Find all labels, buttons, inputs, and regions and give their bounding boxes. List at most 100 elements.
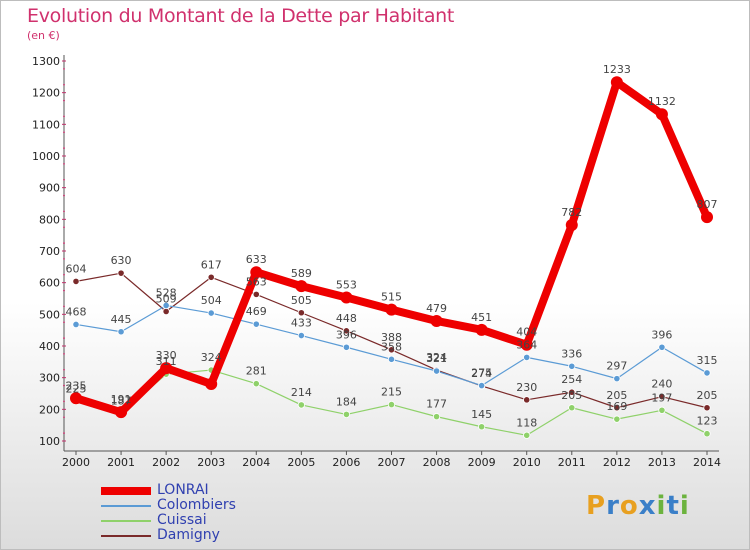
y-minor-tick bbox=[63, 163, 65, 165]
data-point-damigny bbox=[568, 388, 576, 396]
data-point-colombiers bbox=[162, 301, 170, 310]
data-point-colombiers bbox=[658, 343, 666, 351]
data-point-lonrai bbox=[610, 76, 623, 89]
proxiti-logo: Proxiti bbox=[586, 491, 690, 521]
data-point-lonrai bbox=[340, 291, 353, 304]
y-minor-tick bbox=[63, 416, 65, 419]
y-tick-label: 400 bbox=[39, 340, 60, 353]
y-tick-label: 700 bbox=[39, 245, 60, 258]
data-label-cuissai: 311 bbox=[156, 355, 177, 368]
legend-swatch bbox=[101, 487, 151, 495]
data-point-colombiers bbox=[342, 343, 351, 351]
data-label-damigny: 205 bbox=[697, 389, 718, 402]
data-label-lonrai: 553 bbox=[336, 279, 357, 292]
data-label-damigny: 388 bbox=[381, 331, 402, 344]
y-tick-label: 500 bbox=[39, 308, 60, 321]
y-minor-tick bbox=[63, 337, 65, 339]
data-point-colombiers bbox=[252, 320, 260, 328]
y-tick-label: 1200 bbox=[32, 87, 60, 100]
data-label-lonrai: 479 bbox=[426, 302, 447, 315]
data-point-damigny bbox=[613, 404, 621, 412]
x-tick-label: 2003 bbox=[197, 456, 225, 469]
y-minor-tick bbox=[63, 242, 65, 244]
data-label-colombiers: 528 bbox=[156, 286, 177, 299]
data-point-colombiers bbox=[613, 375, 621, 383]
data-label-colombiers: 504 bbox=[201, 294, 222, 307]
y-minor-tick bbox=[63, 321, 65, 324]
x-tick-label: 2009 bbox=[468, 456, 496, 469]
data-point-cuissai bbox=[297, 401, 305, 409]
x-tick-label: 2005 bbox=[287, 456, 315, 469]
data-point-cuissai bbox=[523, 431, 531, 439]
x-tick-label: 2002 bbox=[152, 456, 180, 469]
logo-letter: x bbox=[638, 491, 657, 521]
data-point-lonrai bbox=[385, 303, 398, 316]
logo-letter: i bbox=[679, 491, 690, 521]
y-minor-tick bbox=[63, 68, 65, 70]
data-point-damigny bbox=[387, 346, 396, 354]
data-label-lonrai: 1132 bbox=[648, 95, 676, 108]
logo-letter: P bbox=[586, 491, 607, 521]
data-label-lonrai: 807 bbox=[697, 198, 718, 211]
data-label-damigny: 274 bbox=[471, 367, 492, 380]
x-tick-label: 2001 bbox=[107, 456, 135, 469]
data-label-colombiers: 297 bbox=[606, 360, 627, 373]
data-label-cuissai: 118 bbox=[516, 416, 537, 429]
x-tick-label: 2000 bbox=[62, 456, 90, 469]
y-minor-tick bbox=[63, 289, 65, 292]
data-point-damigny bbox=[703, 404, 711, 412]
data-point-colombiers bbox=[72, 320, 80, 329]
data-point-damigny bbox=[342, 327, 351, 335]
data-label-lonrai: 1233 bbox=[603, 63, 631, 76]
y-minor-tick bbox=[63, 210, 65, 213]
data-label-cuissai: 177 bbox=[426, 398, 447, 411]
data-point-colombiers bbox=[432, 367, 441, 375]
data-label-colombiers: 364 bbox=[516, 338, 537, 351]
x-tick-label: 2008 bbox=[423, 456, 451, 469]
y-tick-label: 300 bbox=[39, 372, 60, 385]
data-point-lonrai bbox=[520, 338, 533, 351]
data-label-lonrai: 235 bbox=[66, 379, 87, 392]
legend-swatch bbox=[101, 535, 151, 537]
data-point-damigny bbox=[523, 396, 531, 404]
data-point-lonrai bbox=[205, 378, 218, 390]
data-point-lonrai bbox=[475, 323, 488, 336]
data-label-colombiers: 358 bbox=[381, 340, 402, 353]
data-label-cuissai: 145 bbox=[471, 408, 492, 421]
data-label-damigny: 240 bbox=[651, 378, 672, 391]
data-point-cuissai bbox=[703, 430, 711, 438]
data-label-cuissai: 215 bbox=[381, 386, 402, 399]
legend-label: Damigny bbox=[157, 527, 220, 543]
data-label-damigny: 604 bbox=[66, 262, 87, 275]
chart-subtitle: (en €) bbox=[27, 29, 60, 42]
data-point-colombiers bbox=[523, 353, 531, 361]
x-tick-label: 2013 bbox=[648, 456, 676, 469]
y-tick-label: 900 bbox=[39, 182, 60, 195]
data-label-cuissai: 225 bbox=[66, 382, 87, 395]
data-point-cuissai bbox=[478, 423, 486, 431]
data-label-colombiers: 433 bbox=[291, 317, 312, 330]
data-label-cuissai: 187 bbox=[111, 394, 132, 407]
data-point-lonrai bbox=[250, 266, 263, 279]
data-label-colombiers: 396 bbox=[651, 328, 672, 341]
data-label-lonrai: 515 bbox=[381, 291, 402, 304]
legend-item-damigny: Damigny bbox=[101, 527, 361, 543]
data-point-cuissai bbox=[658, 406, 666, 414]
data-label-colombiers: 468 bbox=[66, 305, 87, 318]
x-tick-label: 2010 bbox=[513, 456, 541, 469]
y-tick-label: 1100 bbox=[32, 118, 60, 131]
y-minor-tick bbox=[63, 115, 65, 118]
logo-letter: o bbox=[619, 491, 639, 521]
y-minor-tick bbox=[63, 432, 65, 434]
data-label-colombiers: 275 bbox=[471, 367, 492, 380]
data-label-lonrai: 782 bbox=[561, 206, 582, 219]
data-label-colombiers: 336 bbox=[561, 347, 582, 360]
data-label-colombiers: 396 bbox=[336, 328, 357, 341]
y-tick-label: 1300 bbox=[32, 55, 60, 68]
data-point-cuissai bbox=[252, 380, 260, 388]
data-label-cuissai: 214 bbox=[291, 386, 312, 399]
data-point-lonrai bbox=[115, 406, 128, 419]
data-label-colombiers: 469 bbox=[246, 305, 267, 318]
legend-item-lonrai: LONRAI bbox=[101, 482, 361, 498]
data-label-colombiers: 321 bbox=[426, 352, 447, 365]
